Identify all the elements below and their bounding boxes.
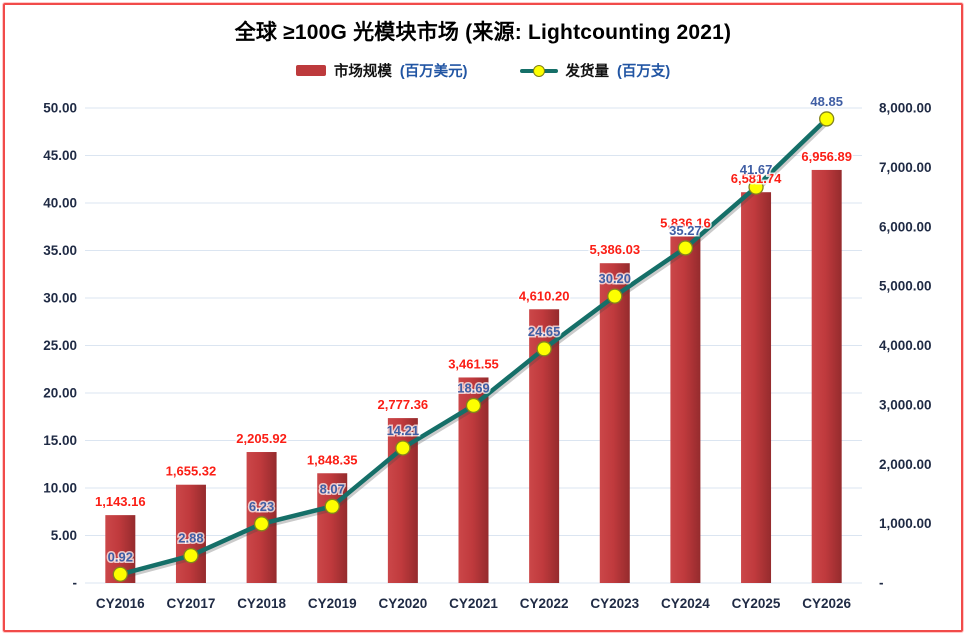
bar-value-label: 3,461.55 bbox=[448, 356, 499, 371]
line-value-label: 24.65 bbox=[528, 324, 561, 339]
bar-value-label: 6,956.89 bbox=[801, 149, 852, 164]
bar-series-swatch-icon bbox=[295, 65, 326, 76]
y-axis-tick-left: - bbox=[73, 576, 78, 591]
line-value-label: 2.88 bbox=[178, 531, 203, 546]
line-value-label: 8.07 bbox=[320, 481, 345, 496]
bar bbox=[599, 263, 630, 583]
line-value-label: 18.69 bbox=[457, 380, 490, 395]
bar-value-label: 5,386.03 bbox=[589, 242, 640, 257]
legend-unit-market-size: (百万美元) bbox=[399, 64, 468, 80]
y-axis-tick-right: 6,000.00 bbox=[879, 219, 932, 234]
y-axis-tick-right: - bbox=[879, 576, 884, 591]
y-axis-tick-right: 2,000.00 bbox=[879, 457, 932, 472]
line-marker bbox=[324, 498, 340, 514]
bar-value-label: 1,143.16 bbox=[95, 494, 146, 509]
y-axis-tick-left: 30.00 bbox=[43, 291, 77, 306]
x-axis-tick: CY2019 bbox=[308, 596, 357, 611]
bar-value-label: 2,777.36 bbox=[378, 397, 429, 412]
x-axis-tick: CY2017 bbox=[167, 596, 216, 611]
bar bbox=[811, 169, 842, 583]
data-labels-group: 1,143.16 1,655.32 2,205.92 1,848.35 2,777.36… bbox=[94, 92, 854, 565]
legend-item-shipments: 发货量 (百万支) bbox=[519, 60, 671, 81]
marker-dot-icon bbox=[532, 64, 545, 77]
line-value-label: 41.67 bbox=[740, 162, 773, 177]
x-axis-tick: CY2024 bbox=[661, 596, 710, 611]
line-marker bbox=[183, 547, 199, 564]
y-axis-tick-right: 1,000.00 bbox=[879, 516, 932, 531]
line-value-label: 35.27 bbox=[669, 223, 702, 238]
y-axis-tick-left: 35.00 bbox=[43, 243, 77, 258]
y-axis-tick-right: 4,000.00 bbox=[879, 338, 932, 353]
line-marker bbox=[253, 516, 270, 532]
bar-value-label: 5,836.16 bbox=[660, 215, 711, 230]
line-marker bbox=[465, 397, 482, 414]
line-marker bbox=[395, 440, 411, 456]
x-axis-tick: CY2020 bbox=[378, 596, 427, 611]
y-axis-tick-left: 45.00 bbox=[43, 148, 77, 163]
bar bbox=[317, 473, 348, 583]
line-value-label: 48.85 bbox=[810, 94, 843, 109]
line-marker bbox=[819, 111, 835, 127]
line-value-label: 6.23 bbox=[249, 499, 274, 514]
x-axis-tick: CY2023 bbox=[590, 596, 639, 611]
x-axis-tick: CY2018 bbox=[237, 596, 286, 611]
line-marker bbox=[677, 240, 694, 256]
bar-series-group bbox=[105, 169, 842, 584]
y-axis-tick-left: 15.00 bbox=[43, 433, 77, 448]
line-marker bbox=[607, 288, 623, 304]
line-value-label: 30.20 bbox=[598, 271, 631, 286]
legend-label-market-size: 市场规模 bbox=[333, 64, 392, 80]
legend-label-shipments: 发货量 bbox=[565, 64, 610, 80]
legend-item-market-size: 市场规模 (百万美元) bbox=[295, 60, 468, 81]
y-axis-tick-right: 7,000.00 bbox=[879, 160, 932, 175]
bar-value-label: 4,610.20 bbox=[519, 288, 570, 303]
y-axis-tick-left: 50.00 bbox=[43, 101, 77, 116]
y-axis-tick-right: 3,000.00 bbox=[879, 397, 932, 412]
y-axis-tick-right: 5,000.00 bbox=[879, 279, 932, 294]
bar-value-label: 6,581.74 bbox=[731, 171, 782, 186]
line-marker bbox=[536, 341, 552, 357]
bar bbox=[741, 192, 772, 584]
axis-ticks-group: 50.00 45.00 40.00 35.00 30.00 25.00 20.00 15.00… bbox=[43, 101, 931, 612]
line-marker bbox=[112, 566, 128, 582]
y-axis-tick-left: 20.00 bbox=[43, 386, 77, 401]
x-axis-tick: CY2021 bbox=[449, 596, 498, 611]
bar bbox=[175, 484, 206, 583]
chart-legend: 市场规模 (百万美元) 发货量 (百万支) bbox=[0, 60, 966, 81]
legend-unit-shipments: (百万支) bbox=[617, 64, 671, 80]
bar-value-label: 1,655.32 bbox=[166, 464, 217, 479]
x-axis-tick: CY2022 bbox=[520, 596, 569, 611]
chart-title: 全球 ≥100G 光模块市场 (来源: Lightcounting 2021) bbox=[234, 21, 732, 44]
y-axis-tick-left: 5.00 bbox=[51, 528, 77, 543]
line-series-swatch-icon bbox=[519, 64, 558, 77]
line-value-label: 0.92 bbox=[108, 549, 133, 564]
line-series-group bbox=[112, 111, 835, 582]
y-axis-tick-right: 8,000.00 bbox=[879, 101, 932, 116]
bar bbox=[670, 236, 701, 583]
line-value-label: 14.21 bbox=[387, 423, 420, 438]
x-axis-tick: CY2025 bbox=[732, 596, 781, 611]
y-axis-tick-left: 10.00 bbox=[43, 481, 77, 496]
y-axis-tick-left: 25.00 bbox=[43, 338, 77, 353]
x-axis-tick: CY2016 bbox=[96, 596, 145, 611]
bar-value-label: 1,848.35 bbox=[307, 452, 358, 467]
line-marker bbox=[748, 179, 764, 195]
bar-value-label: 2,205.92 bbox=[236, 431, 287, 446]
x-axis-tick: CY2026 bbox=[802, 596, 851, 611]
y-axis-tick-left: 40.00 bbox=[43, 196, 77, 211]
